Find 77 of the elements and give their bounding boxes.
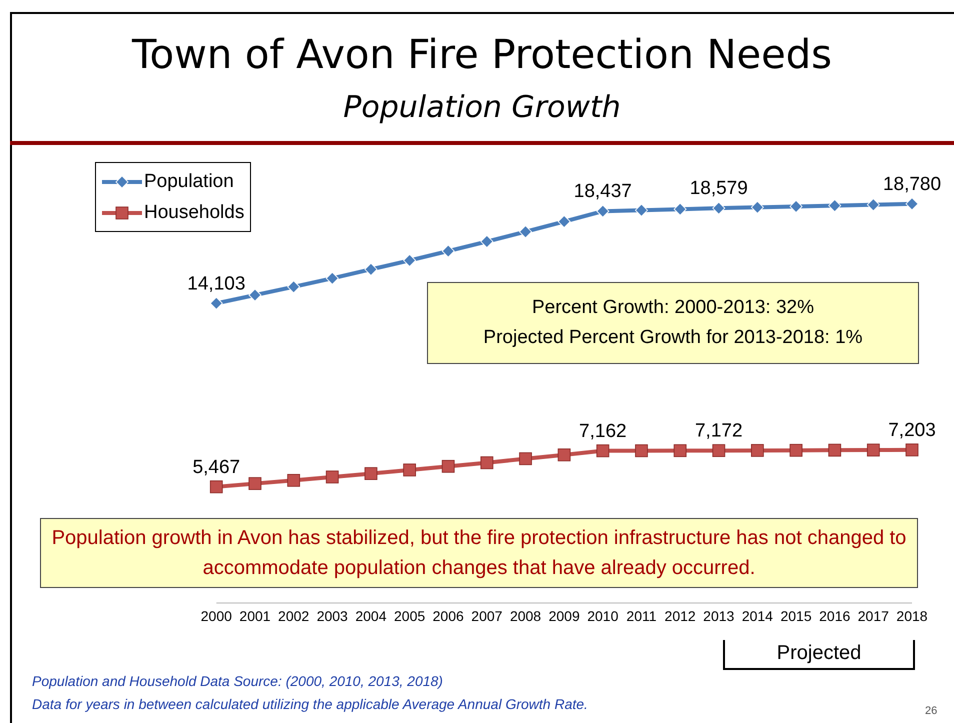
data-label: 18,437 (574, 181, 632, 202)
point (596, 204, 610, 218)
x-tick-label: 2007 (471, 608, 503, 624)
text: 26 (925, 705, 938, 717)
x-tick-label: 2009 (548, 608, 580, 624)
x-tick-label: 2010 (587, 608, 619, 624)
point (751, 444, 764, 457)
point (674, 444, 687, 458)
x-tick-label: 2012 (664, 608, 696, 624)
data-label: 5,467 (192, 456, 240, 478)
point (866, 198, 880, 212)
legend-label: Households (144, 201, 244, 225)
data-label: 7,172 (694, 420, 743, 442)
x-tick-label: 2003 (316, 608, 348, 624)
chart-title: Town of Avon Fire Protection Needs (130, 32, 833, 78)
note-box: Percent Growth: 2000-2013: 32% Projected Percent Growth for 2013-2018: 1% (427, 282, 919, 364)
point (403, 254, 416, 267)
point (248, 477, 262, 490)
x-tick-label: 2006 (432, 608, 464, 624)
point (403, 464, 416, 476)
point (442, 460, 455, 473)
point (635, 204, 648, 217)
point (866, 444, 880, 456)
x-tick-label: 2011 (626, 608, 657, 624)
text: Data for years in between calculated utilizing the applicable Average Annual Growth Rate. (32, 696, 588, 712)
data-label: 18,780 (882, 174, 942, 195)
annotation: Percent Growth: 2000-2013: 32% (530, 296, 815, 320)
point (480, 456, 494, 470)
point (906, 444, 918, 456)
x-tick-label: 2015 (780, 608, 812, 624)
data-label: 14,103 (187, 273, 246, 294)
x-tick-label: 2014 (742, 608, 774, 624)
note-box: Population growth in Avon has stabilized, but the fire protection infrastructure has not changed to accommodate population changes that have already occurred. (40, 518, 918, 588)
point (326, 272, 339, 285)
point (751, 200, 764, 214)
point (712, 444, 726, 457)
point (287, 474, 300, 487)
point (210, 480, 223, 494)
point (480, 235, 494, 248)
point (287, 280, 300, 294)
data-label: 7,203 (888, 420, 936, 441)
point (674, 202, 687, 216)
point (712, 202, 726, 215)
x-tick-label: 2004 (355, 608, 387, 624)
point (442, 244, 455, 258)
point (364, 262, 378, 276)
text: Projected (776, 642, 862, 665)
point (248, 288, 262, 302)
x-tick-label: 2000 (200, 608, 232, 624)
x-tick-label: 2018 (896, 608, 928, 624)
x-tick-label: 2001 (239, 608, 271, 624)
data-label: 18,579 (690, 178, 748, 200)
x-tick-label: 2013 (703, 608, 735, 624)
point (906, 198, 918, 210)
point (210, 296, 223, 310)
point (828, 199, 842, 212)
x-tick-label: 2002 (278, 608, 310, 624)
point (790, 444, 802, 457)
x-tick-label: 2008 (510, 608, 542, 624)
legend-label: Population (144, 170, 234, 194)
point (790, 200, 802, 213)
point (558, 448, 571, 462)
x-tick-label: 2005 (394, 608, 426, 624)
data-label: 7,162 (579, 420, 627, 442)
point (558, 215, 571, 228)
point (364, 467, 378, 480)
text: Population and Household Data Source: (2000, 2010, 2013, 2018) (32, 673, 443, 689)
annotation: Projected Percent Growth for 2013-2018: 1% (482, 326, 864, 350)
point (519, 452, 532, 466)
chart-subtitle: Population Growth (342, 90, 622, 125)
point (596, 444, 610, 458)
point (326, 470, 339, 484)
point (519, 225, 532, 238)
point (828, 444, 842, 457)
x-tick-label: 2017 (858, 608, 890, 624)
point (635, 444, 648, 458)
x-tick-label: 2016 (819, 608, 850, 624)
